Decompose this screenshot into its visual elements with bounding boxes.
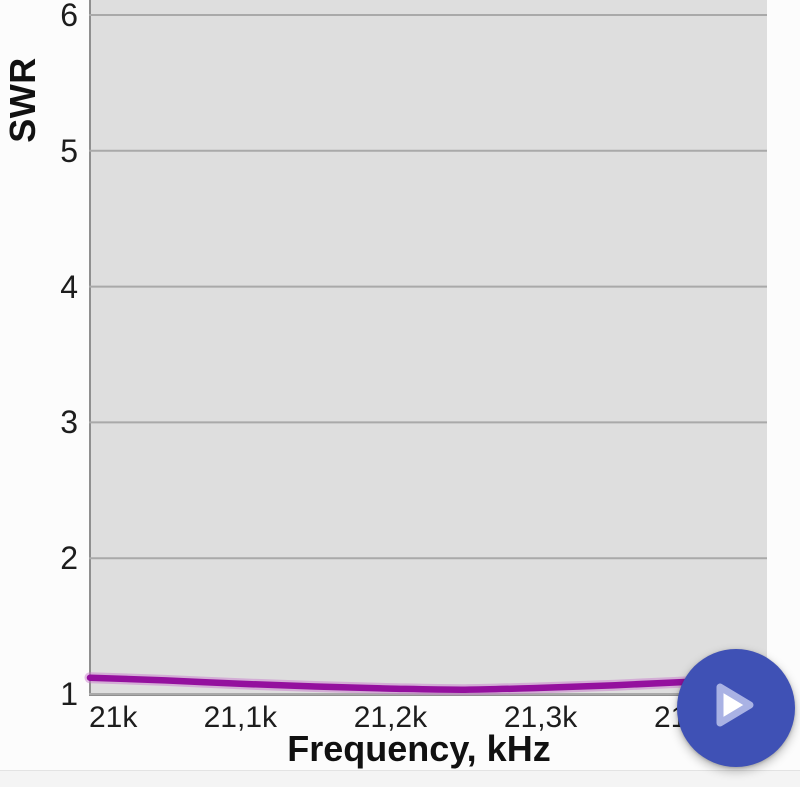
x-tick-label-21,3k: 21,3k (503, 701, 578, 734)
y-tick-label-2: 2 (60, 540, 78, 577)
x-tick-label-21,2k: 21,2k (353, 701, 428, 734)
y-tick-label-4: 4 (60, 268, 78, 305)
y-tick-label-5: 5 (60, 132, 78, 169)
y-tick-label-6: 6 (60, 0, 78, 33)
y-axis-title: SWR (2, 57, 43, 143)
x-tick-label-21k: 21k (89, 701, 138, 734)
play-icon (716, 683, 754, 727)
bottom-panel-edge (0, 770, 800, 787)
plot-area[interactable] (89, 0, 767, 696)
y-tick-label-3: 3 (60, 404, 78, 441)
start-scan-button[interactable] (677, 649, 795, 767)
x-axis-title: Frequency, kHz (287, 728, 551, 769)
x-tick-label-21,1k: 21,1k (203, 701, 277, 734)
y-tick-label-1: 1 (60, 676, 78, 712)
